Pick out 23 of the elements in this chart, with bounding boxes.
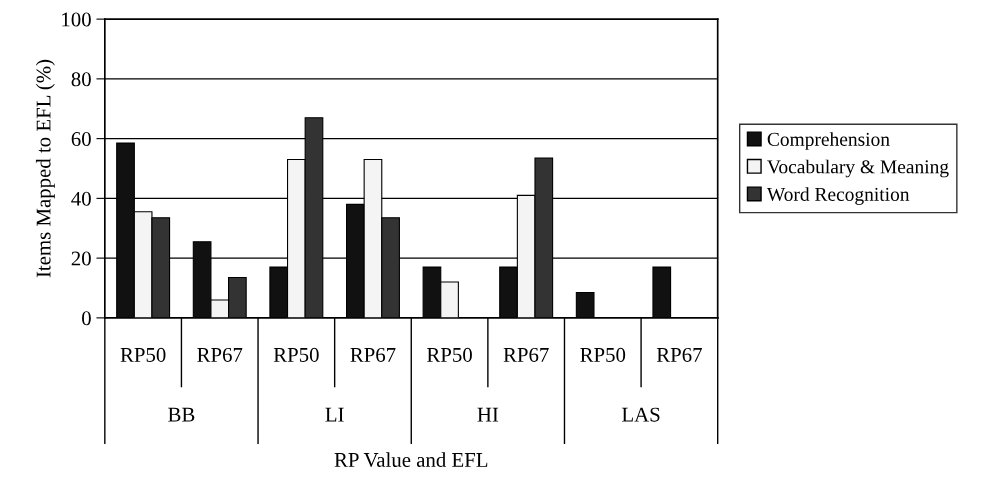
x-tick-label: RP67 [503, 347, 549, 362]
x-tick-label: RP50 [120, 347, 166, 362]
x-tick-label: RP50 [273, 347, 319, 362]
y-tick-label: 40 [71, 191, 91, 206]
y-tick-label: 20 [71, 251, 91, 266]
x-tick-label: RP67 [350, 347, 396, 362]
legend-label: Comprehension [767, 132, 890, 150]
text: BB [168, 407, 195, 422]
x-axis-title: RP Value and EFL [334, 452, 488, 468]
y-axis-title: Items Mapped to EFL (%) [35, 59, 55, 278]
x-tick-label: RP67 [656, 347, 702, 362]
y-tick-label: 80 [71, 72, 91, 87]
x-tick-label: RP50 [580, 347, 626, 362]
legend-label: Vocabulary & Meaning [767, 159, 949, 178]
text: LI [325, 407, 344, 422]
legend-label: Word Recognition [766, 187, 910, 205]
x-tick-label: RP50 [427, 347, 472, 362]
y-tick-label: 60 [71, 131, 91, 147]
text: HI [477, 407, 499, 422]
y-tick-label: 0 [82, 311, 91, 326]
text: LAS [622, 407, 660, 422]
y-tick-label: 100 [62, 12, 91, 27]
x-tick-label: RP67 [197, 347, 243, 362]
